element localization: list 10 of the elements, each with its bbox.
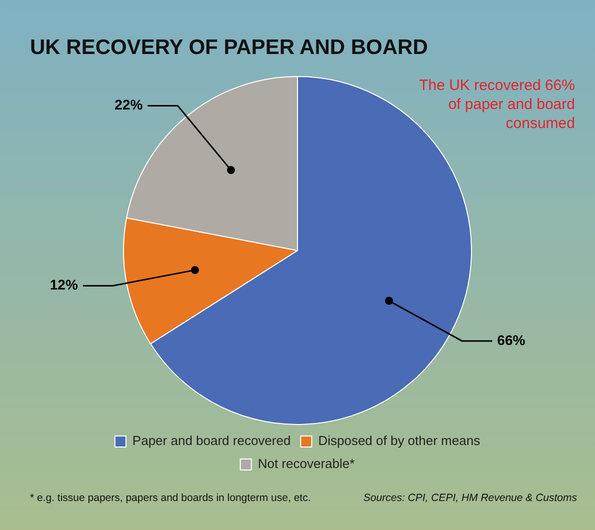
- data-label: 66%: [497, 332, 526, 348]
- legend-label: Disposed of by other means: [318, 433, 481, 448]
- text: * e.g. tissue papers, papers and boards in longterm use, etc.: [30, 492, 311, 504]
- text: The UK recovered 66% of paper and board consumed: [418, 76, 575, 133]
- chart-title: UK RECOVERY OF PAPER AND BOARD: [30, 36, 428, 60]
- source-note: Sources: CPI, CEPI, HM Revenue & Customs: [363, 492, 577, 504]
- legend-label: Not recoverable*: [258, 456, 355, 472]
- legend-label: Paper and board recovered: [132, 433, 291, 448]
- data-label: 12%: [50, 276, 78, 293]
- data-label: 22%: [114, 96, 144, 113]
